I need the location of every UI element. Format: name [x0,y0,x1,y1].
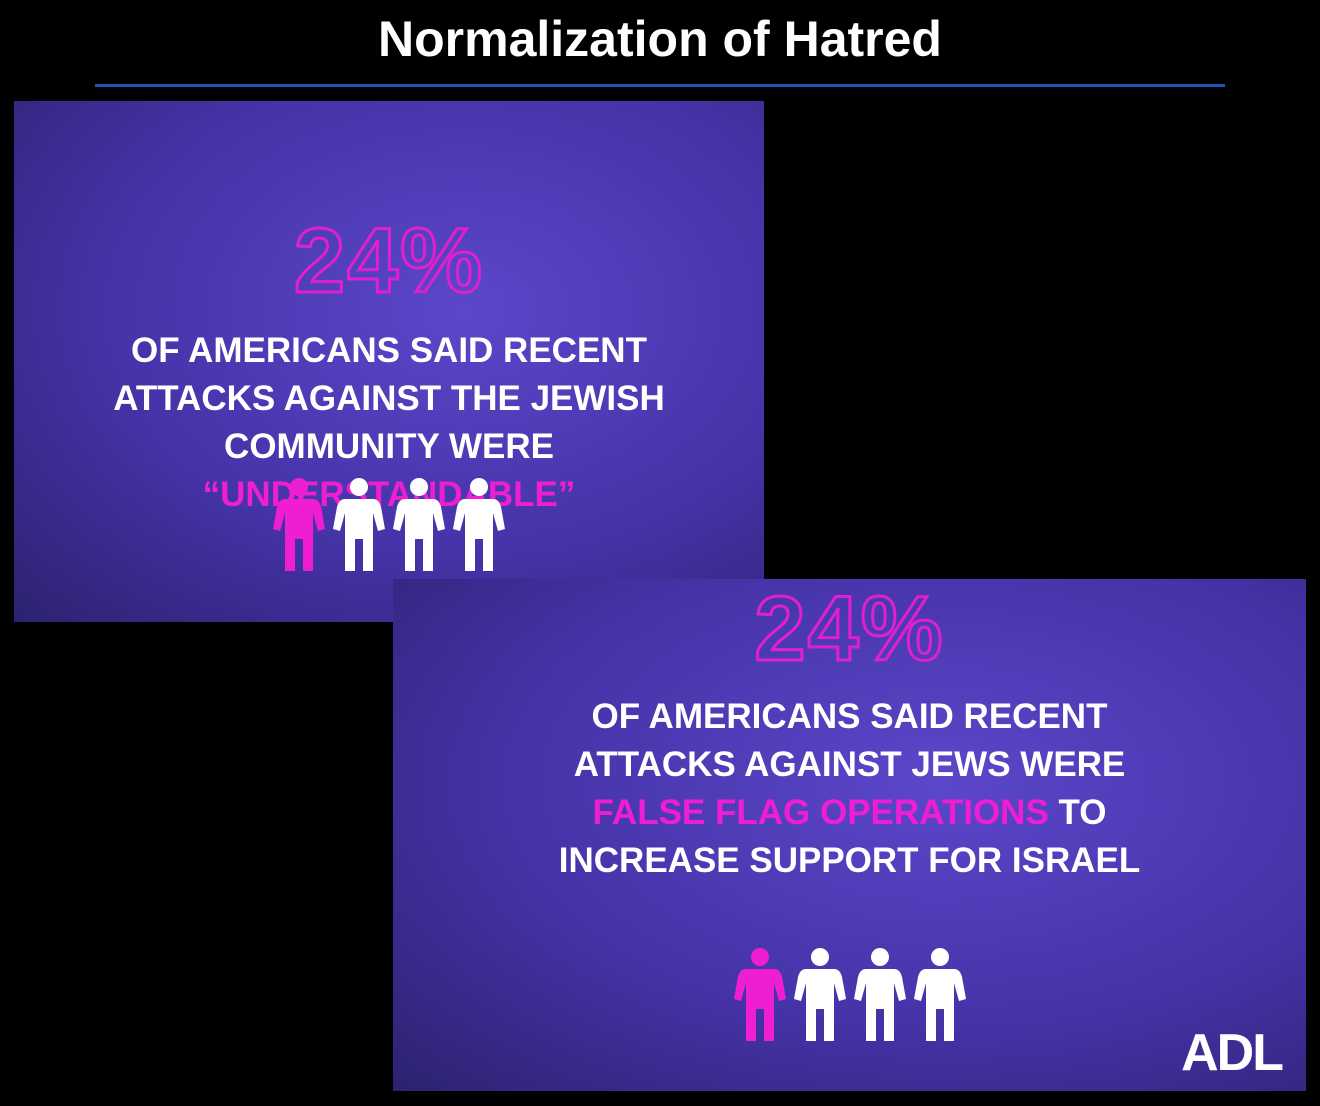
logo: ADL [1181,1024,1284,1082]
people-icons [393,947,1306,1048]
infographic-card: 24% OF AMERICANS SAID RECENT ATTACKS AGAIN… [14,101,764,622]
statement-text: ATTACKS AGAINST THE JEWISH [113,379,665,418]
person-icon [853,948,906,1041]
infographic-card: 24% OF AMERICANS SAID RECENT ATTACKS AGAIN… [393,579,1306,1091]
person-icon [913,948,966,1041]
person-icon [793,948,846,1041]
person-icon [733,948,786,1041]
statement-line: COMMUNITY WERE [14,423,764,471]
person-icon [453,478,505,571]
statement-text: INCREASE SUPPORT FOR ISRAEL [558,841,1141,880]
statement-text: OF AMERICANS SAID RECENT [131,331,647,370]
title-rule [95,84,1225,87]
person-icon [273,478,325,571]
highlight-text: “UNDERSTANDABLE” [202,475,576,514]
stat: 24% [753,579,945,682]
person-icon [393,478,445,571]
statement: OF AMERICANS SAID RECENT ATTACKS AGAINST … [393,693,1306,885]
statement: OF AMERICANS SAID RECENT ATTACKS AGAINST … [14,327,764,519]
statement-line: OF AMERICANS SAID RECENT [14,327,764,375]
people-icons [14,477,764,578]
statement-line: INCREASE SUPPORT FOR ISRAEL [393,837,1306,885]
statement-text: COMMUNITY WERE [224,427,554,466]
person-icon [333,478,385,571]
statement-line: “UNDERSTANDABLE” [14,471,764,519]
highlight-text: FALSE FLAG OPERATIONS [592,793,1049,832]
statement-text: ATTACKS AGAINST JEWS WERE [573,745,1126,784]
statement-line: ATTACKS AGAINST THE JEWISH [14,375,764,423]
slide-title: Normalization of Hatred [378,11,942,67]
statement-line: FALSE FLAG OPERATIONS TO [393,789,1306,837]
statement-line: OF AMERICANS SAID RECENT [393,693,1306,741]
statement-line: ATTACKS AGAINST JEWS WERE [393,741,1306,789]
statement-text: TO [1048,793,1107,832]
statement-text: OF AMERICANS SAID RECENT [591,697,1108,736]
stat: 24% [292,209,485,314]
